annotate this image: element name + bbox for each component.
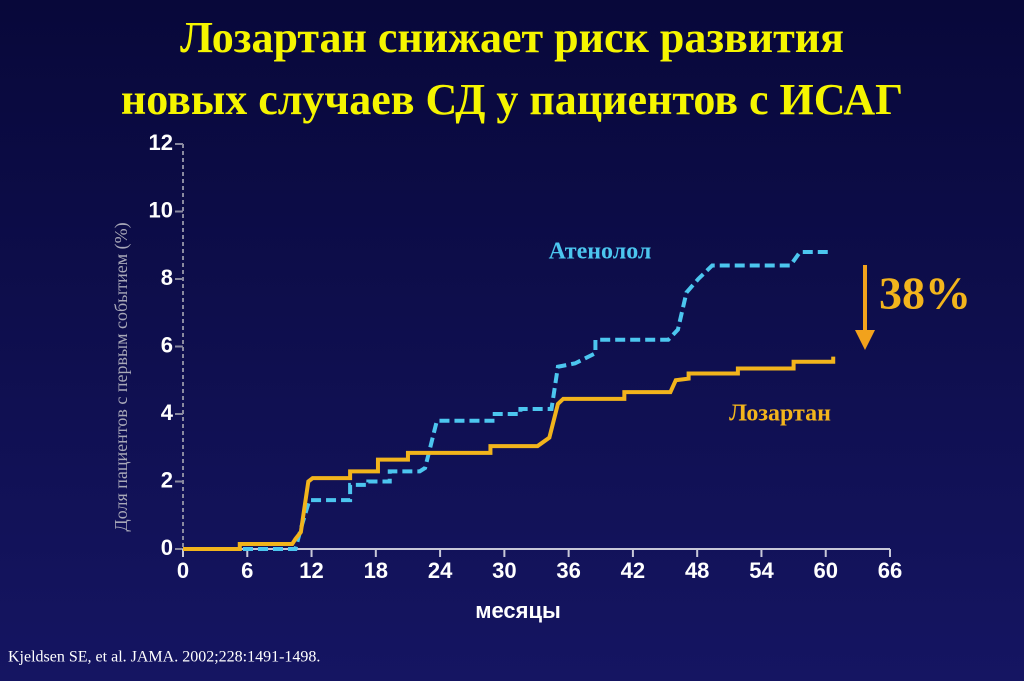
- series-label: Атенолол: [549, 239, 652, 265]
- x-tick-label: 42: [621, 558, 645, 583]
- series-label: Лозартан: [729, 401, 831, 427]
- y-tick-label: 10: [149, 197, 173, 222]
- x-tick-label: 24: [428, 558, 453, 583]
- line: [183, 250, 831, 551]
- line: [183, 356, 836, 551]
- y-tick-label: 0: [161, 535, 173, 560]
- y-tick-label: 8: [161, 265, 173, 290]
- y-tick-label: 6: [161, 332, 173, 357]
- x-tick-label: 0: [177, 558, 189, 583]
- x-tick-label: 6: [241, 558, 253, 583]
- y-tick-label: 2: [161, 467, 173, 492]
- y-tick-label: 4: [161, 400, 174, 425]
- x-tick-label: 18: [364, 558, 388, 583]
- x-tick-label: 66: [878, 558, 902, 583]
- x-tick-label: 54: [749, 558, 774, 583]
- footnote: Kjeldsen SE, et al. JAMA. 2002;228:1491-…: [8, 649, 320, 666]
- chart-title: новых случаев СД у пациентов с ИСАГ: [121, 75, 903, 124]
- x-tick-label: 12: [299, 558, 323, 583]
- x-tick-label: 30: [492, 558, 516, 583]
- arrow-head: [855, 330, 875, 350]
- x-tick-label: 48: [685, 558, 709, 583]
- x-tick-label: 60: [813, 558, 837, 583]
- y-tick-label: 12: [149, 130, 173, 155]
- x-axis-label: месяцы: [475, 598, 561, 623]
- annotation: 38%: [879, 268, 971, 319]
- chart-title: Лозартан снижает риск развития: [180, 13, 844, 62]
- x-tick-label: 36: [556, 558, 580, 583]
- y-axis-label: Доля пациентов с первым событием (%): [111, 222, 132, 531]
